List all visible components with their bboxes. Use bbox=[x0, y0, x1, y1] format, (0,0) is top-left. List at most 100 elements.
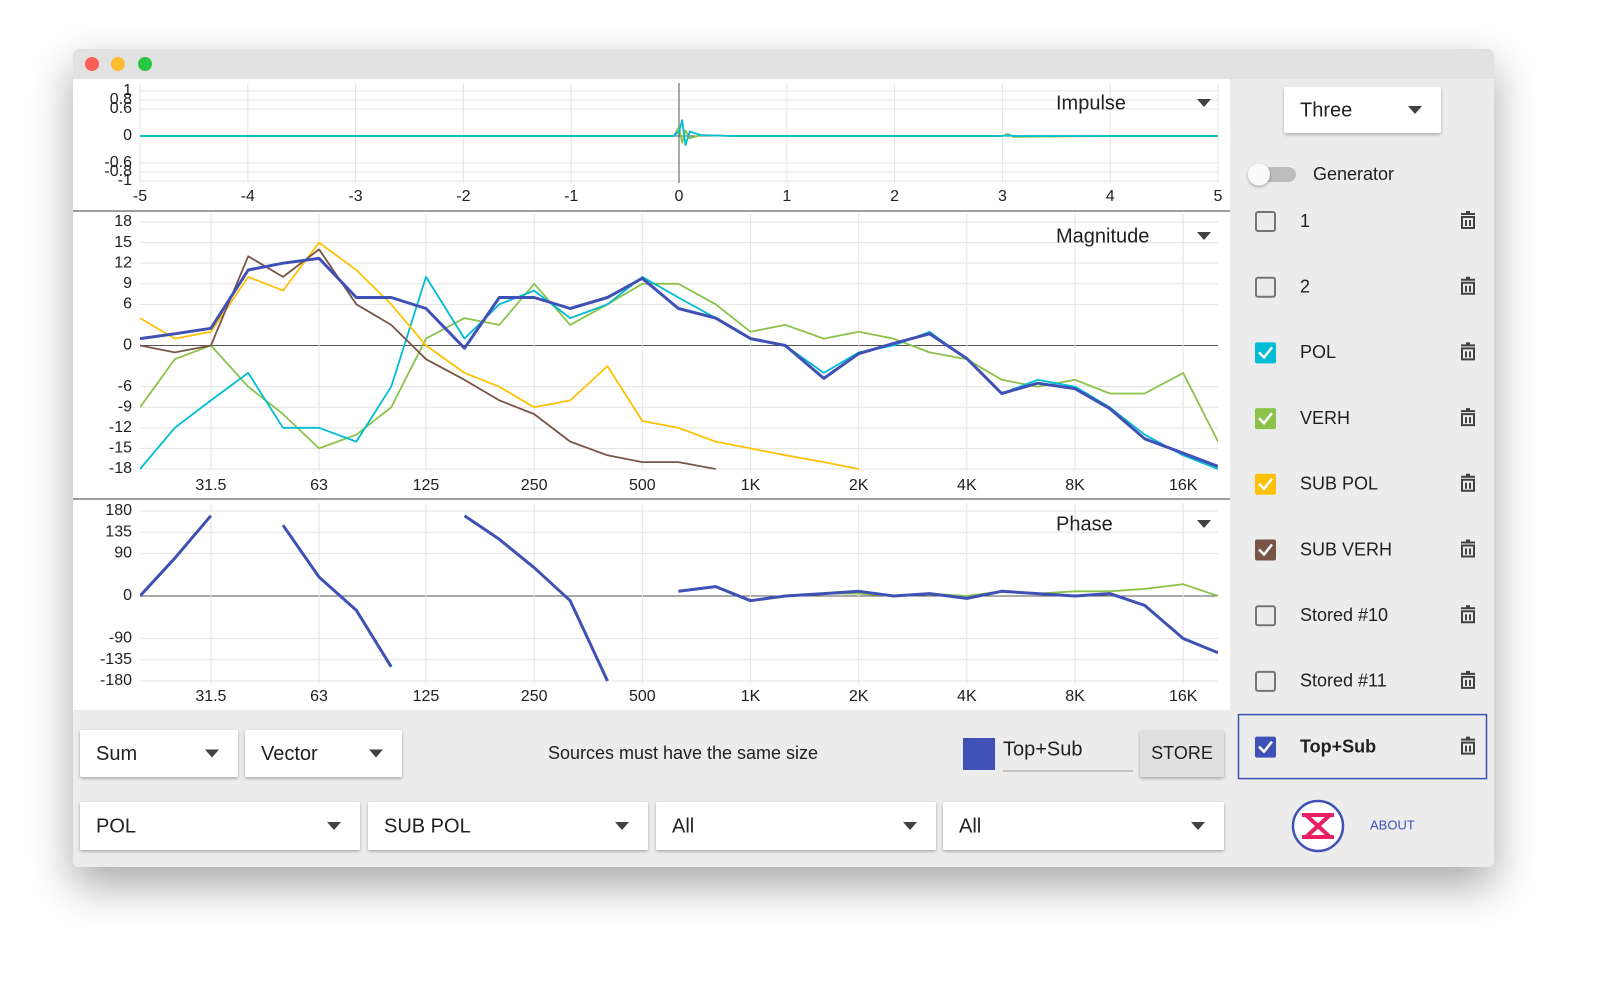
y-tick-label: 12 bbox=[114, 254, 132, 271]
series-line bbox=[140, 248, 716, 470]
y-tick-label: 0 bbox=[123, 127, 132, 144]
x-tick-label: 63 bbox=[310, 477, 328, 494]
x-tick-label: -4 bbox=[241, 188, 255, 205]
delete-button[interactable] bbox=[1461, 408, 1475, 427]
preset-dropdown[interactable] bbox=[1284, 87, 1441, 133]
dropdown-arrow[interactable] bbox=[1191, 822, 1205, 830]
checkmark bbox=[1258, 412, 1273, 425]
x-tick-label: 500 bbox=[629, 477, 656, 494]
x-tick-label: 2 bbox=[890, 188, 899, 205]
x-tick-label: 1K bbox=[741, 688, 761, 705]
source-name: POL bbox=[1300, 342, 1336, 362]
source-selector[interactable] bbox=[656, 802, 936, 850]
dropdown-arrow[interactable] bbox=[327, 822, 341, 830]
y-tick-label: -9 bbox=[118, 398, 132, 415]
x-tick-label: 5 bbox=[1214, 188, 1223, 205]
checkbox[interactable] bbox=[1255, 276, 1276, 298]
source-selector[interactable] bbox=[368, 802, 648, 850]
delete-button[interactable] bbox=[1461, 473, 1475, 492]
dropdown-arrow[interactable] bbox=[369, 749, 383, 758]
dropdown-arrow[interactable] bbox=[615, 822, 629, 830]
store-button[interactable] bbox=[1140, 730, 1224, 777]
x-tick-label: 3 bbox=[998, 188, 1007, 205]
y-tick-label: 1 bbox=[123, 82, 132, 99]
status-message: Sources must have the same size bbox=[548, 743, 818, 763]
source-selector-label: POL bbox=[96, 815, 136, 837]
checkbox[interactable] bbox=[1255, 736, 1276, 758]
checkbox[interactable] bbox=[1255, 473, 1276, 495]
toggle-thumb[interactable] bbox=[1248, 163, 1270, 186]
x-tick-label: 250 bbox=[521, 688, 548, 705]
x-tick-label: 16K bbox=[1169, 688, 1198, 705]
plot-selector-label: Impulse bbox=[1056, 92, 1126, 114]
zoom-button[interactable] bbox=[138, 57, 152, 71]
series-line bbox=[140, 256, 1218, 468]
x-tick-label: 31.5 bbox=[195, 688, 226, 705]
x-tick-label: 4 bbox=[1106, 188, 1115, 205]
y-tick-label: 90 bbox=[114, 545, 132, 562]
y-tick-label: 135 bbox=[105, 523, 132, 540]
source-name: VERH bbox=[1300, 408, 1350, 428]
store-name[interactable]: Top+Sub bbox=[1003, 738, 1083, 760]
x-tick-label: 500 bbox=[629, 688, 656, 705]
checkmark bbox=[1258, 346, 1273, 360]
x-tick-label: 0 bbox=[675, 188, 684, 205]
x-tick-label: 63 bbox=[310, 688, 328, 705]
close-button[interactable] bbox=[85, 57, 99, 71]
minimize-button[interactable] bbox=[111, 57, 125, 71]
x-tick-label: 125 bbox=[413, 477, 440, 494]
about-link[interactable]: ABOUT bbox=[1370, 817, 1415, 832]
method-dropdown[interactable] bbox=[245, 730, 402, 777]
delete-button[interactable] bbox=[1461, 605, 1475, 624]
mode-dropdown[interactable] bbox=[80, 730, 238, 777]
y-tick-label: -90 bbox=[109, 630, 132, 647]
dropdown-arrow[interactable] bbox=[903, 822, 917, 830]
checkbox[interactable] bbox=[1255, 605, 1276, 627]
source-selector[interactable] bbox=[943, 802, 1224, 850]
plot-area bbox=[73, 79, 1230, 710]
delete-button[interactable] bbox=[1461, 670, 1475, 689]
store-color[interactable] bbox=[963, 738, 995, 770]
preset-dropdown-label: Three bbox=[1300, 99, 1352, 121]
x-tick-label: -3 bbox=[348, 188, 362, 205]
checkmark bbox=[1258, 543, 1273, 557]
dropdown-arrow[interactable] bbox=[1197, 232, 1211, 240]
checkbox[interactable] bbox=[1255, 539, 1276, 561]
checkbox[interactable] bbox=[1255, 408, 1276, 430]
x-tick-label: 1K bbox=[741, 477, 761, 494]
y-tick-label: -135 bbox=[100, 651, 132, 668]
source-list: 1 2 POL VERH SUB POL SUB VERH Stored #10 Stored… bbox=[1237, 211, 1488, 780]
x-tick-label: 2K bbox=[849, 477, 869, 494]
series-line bbox=[140, 276, 1218, 470]
y-tick-label: 0 bbox=[123, 587, 132, 604]
store-button-label: STORE bbox=[1151, 743, 1213, 763]
series-line bbox=[140, 514, 1218, 682]
delete-button[interactable] bbox=[1461, 342, 1475, 361]
dropdown-arrow[interactable] bbox=[1197, 99, 1211, 107]
source-selector[interactable] bbox=[80, 802, 360, 850]
checkbox[interactable] bbox=[1255, 670, 1276, 692]
y-tick-label: 180 bbox=[105, 502, 132, 519]
delete-button[interactable] bbox=[1461, 736, 1475, 755]
x-tick-label: 31.5 bbox=[195, 477, 226, 494]
x-tick-label: 1 bbox=[782, 188, 791, 205]
source-name: Top+Sub bbox=[1300, 736, 1376, 756]
delete-button[interactable] bbox=[1461, 539, 1475, 558]
dropdown-arrow[interactable] bbox=[1408, 106, 1422, 114]
checkbox[interactable] bbox=[1255, 342, 1276, 364]
source-name: Stored #10 bbox=[1300, 605, 1388, 625]
method-dropdown-label: Vector bbox=[261, 743, 318, 765]
x-tick-label: -5 bbox=[133, 188, 147, 205]
delete-button[interactable] bbox=[1461, 276, 1475, 295]
dropdown-arrow[interactable] bbox=[1197, 520, 1211, 528]
selected-item bbox=[1237, 713, 1488, 780]
checkbox[interactable] bbox=[1255, 211, 1276, 232]
source-name: SUB VERH bbox=[1300, 539, 1392, 559]
x-tick-label: 8K bbox=[1065, 688, 1085, 705]
source-name: Stored #11 bbox=[1300, 671, 1387, 691]
source-name: SUB POL bbox=[1300, 474, 1378, 494]
y-tick-label: -1 bbox=[118, 172, 132, 189]
x-tick-label: -2 bbox=[456, 188, 470, 205]
delete-button[interactable] bbox=[1461, 211, 1475, 229]
dropdown-arrow[interactable] bbox=[205, 749, 219, 758]
